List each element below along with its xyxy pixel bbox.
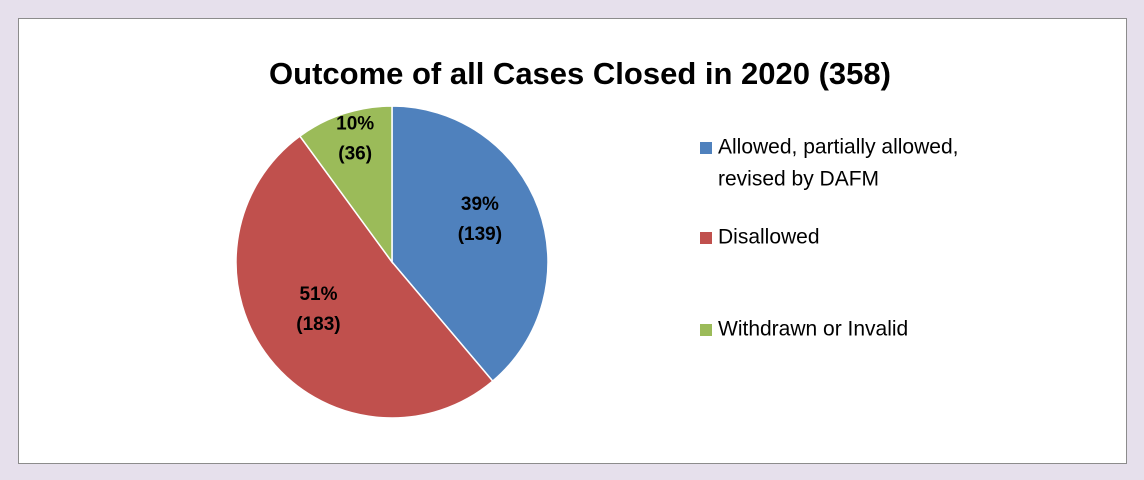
pie-slice (235, 135, 494, 419)
legend-label: Allowed, partially allowed, (718, 136, 958, 159)
data-label: 51% (299, 284, 337, 305)
data-label: (36) (338, 143, 372, 164)
legend-swatch (700, 324, 712, 336)
pie-slice (298, 105, 393, 265)
data-label: (139) (458, 224, 502, 245)
legend-swatch (700, 232, 712, 244)
data-label: 39% (461, 194, 499, 215)
data-label: 10% (336, 113, 374, 134)
chart-title: Outcome of all Cases Closed in 2020 (358… (269, 56, 891, 91)
chart-area (18, 18, 1127, 464)
data-label: (183) (296, 314, 340, 335)
pie-slice (391, 105, 549, 383)
legend-label: Withdrawn or Invalid (718, 318, 908, 341)
legend-label: Disallowed (718, 226, 820, 249)
legend-swatch (700, 142, 712, 154)
legend-label: revised by DAFM (718, 168, 879, 191)
